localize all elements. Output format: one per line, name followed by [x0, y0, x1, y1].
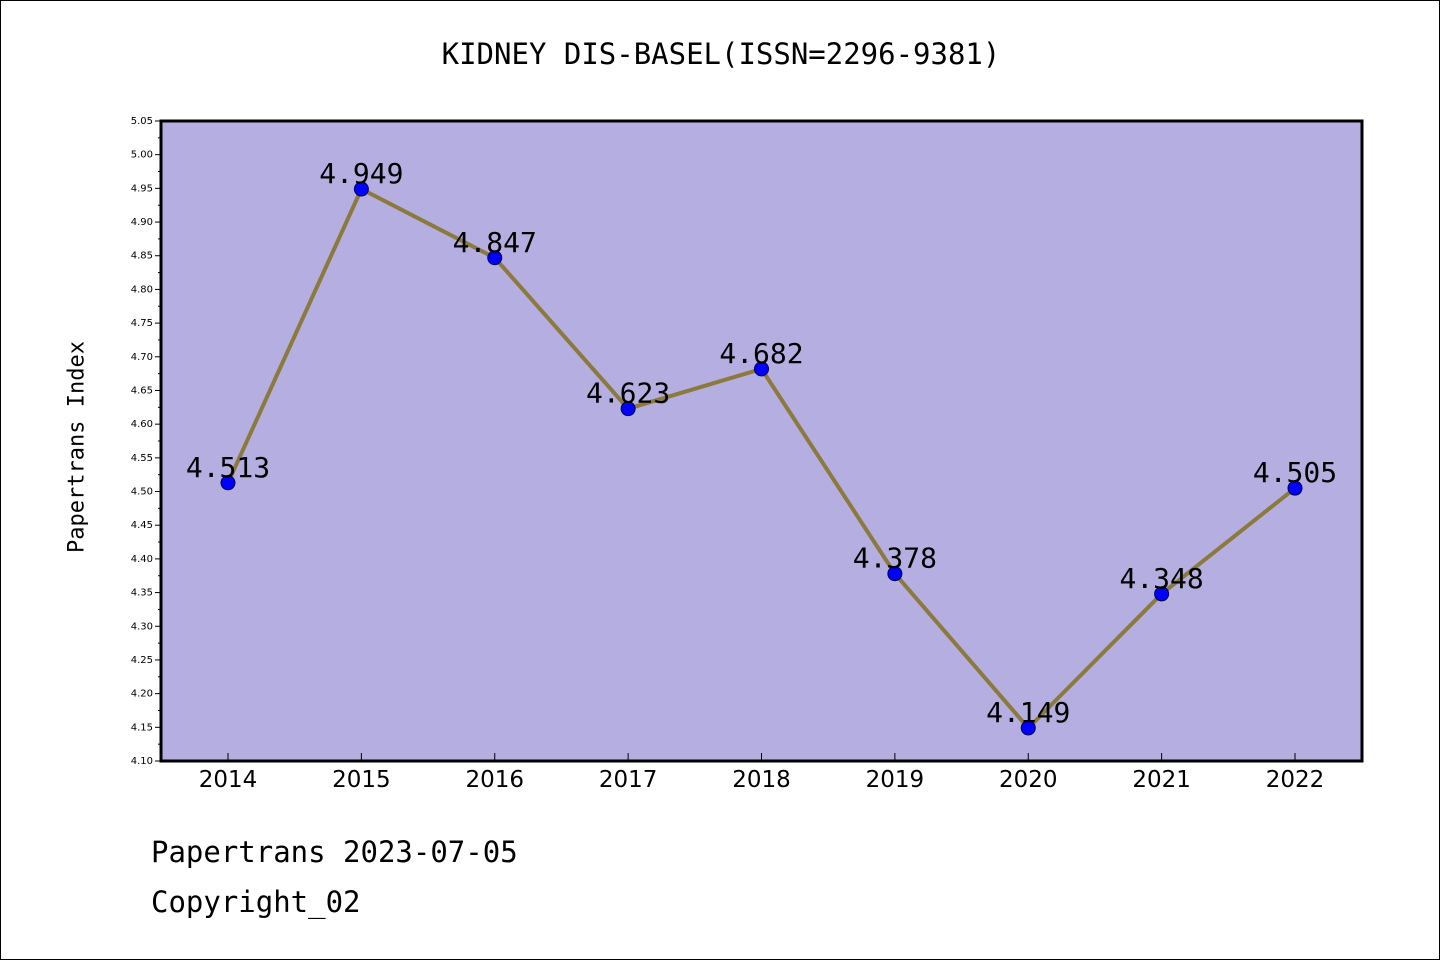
y-tick-label: 4.15: [131, 722, 153, 733]
y-tick-label: 5.00: [131, 150, 153, 161]
chart-title: KIDNEY DIS-BASEL(ISSN=2296-9381): [441, 37, 1001, 71]
y-tick-label: 4.75: [131, 318, 153, 329]
data-point-marker: [620, 401, 636, 417]
data-label: 4.505: [1253, 456, 1337, 489]
data-label: 4.378: [853, 542, 937, 575]
data-label: 4.949: [319, 157, 403, 190]
footer-date: Papertrans 2023-07-05: [151, 835, 518, 869]
y-tick-label: 4.20: [131, 689, 153, 700]
y-tick-label: 4.10: [131, 756, 153, 767]
data-label: 4.513: [186, 451, 270, 484]
y-tick-label: 4.85: [131, 251, 153, 262]
y-tick-label: 4.40: [131, 554, 153, 565]
data-markers: [220, 181, 1303, 736]
data-point-marker: [353, 181, 369, 197]
data-label: 4.847: [453, 226, 537, 259]
x-tick-label: 2019: [866, 767, 925, 793]
data-label: 4.623: [586, 377, 670, 410]
y-tick-label: 5.05: [131, 116, 153, 127]
y-tick-label: 4.90: [131, 217, 153, 228]
plot-frame: [159, 119, 1364, 763]
x-tick-label: 2021: [1132, 767, 1191, 793]
data-label: 4.149: [986, 696, 1070, 729]
plot-area: [161, 121, 1362, 761]
data-label: 4.348: [1119, 562, 1203, 595]
y-tick-label: 4.45: [131, 520, 153, 531]
data-point-marker: [1287, 480, 1303, 496]
data-point-marker: [754, 361, 769, 377]
y-tick-label: 4.65: [131, 385, 153, 396]
x-tick-label: 2017: [599, 767, 658, 793]
data-label: 4.682: [719, 337, 803, 370]
x-tick-label: 2018: [732, 767, 791, 793]
data-point-marker: [1020, 720, 1036, 736]
y-tick-label: 4.25: [131, 655, 153, 666]
data-point-marker: [220, 475, 236, 491]
x-tick-label: 2014: [199, 767, 258, 793]
y-tick-label: 4.95: [131, 183, 153, 194]
y-tick-label: 4.50: [131, 487, 153, 498]
data-point-marker: [1154, 586, 1170, 602]
data-point-marker: [887, 566, 903, 582]
x-tick-label: 2022: [1266, 767, 1325, 793]
x-tick-label: 2015: [332, 767, 391, 793]
x-tick-label: 2016: [465, 767, 524, 793]
data-labels: 4.513 4.949 4.847 4.623 4.682 4.378 4.149 4.348…: [186, 157, 1337, 729]
y-tick-label: 4.80: [131, 284, 153, 295]
x-tick-label: 2020: [999, 767, 1058, 793]
data-point-marker: [487, 250, 503, 266]
y-tick-label: 4.60: [131, 419, 153, 430]
y-tick-label: 4.70: [131, 352, 153, 363]
x-axis-ticks: 2014 2015 2016 2017 2018 2019 2020 2021 2022: [199, 753, 1325, 793]
y-tick-label: 4.35: [131, 588, 153, 599]
y-tick-label: 4.30: [131, 621, 153, 632]
y-tick-label: 4.55: [131, 453, 153, 464]
footer-copyright: Copyright_02: [151, 885, 361, 919]
y-axis-ticks: 4.10 4.15 4.20 4.25 4.30 4.35 4.40 4.45 4.50 4.55…: [131, 116, 161, 767]
